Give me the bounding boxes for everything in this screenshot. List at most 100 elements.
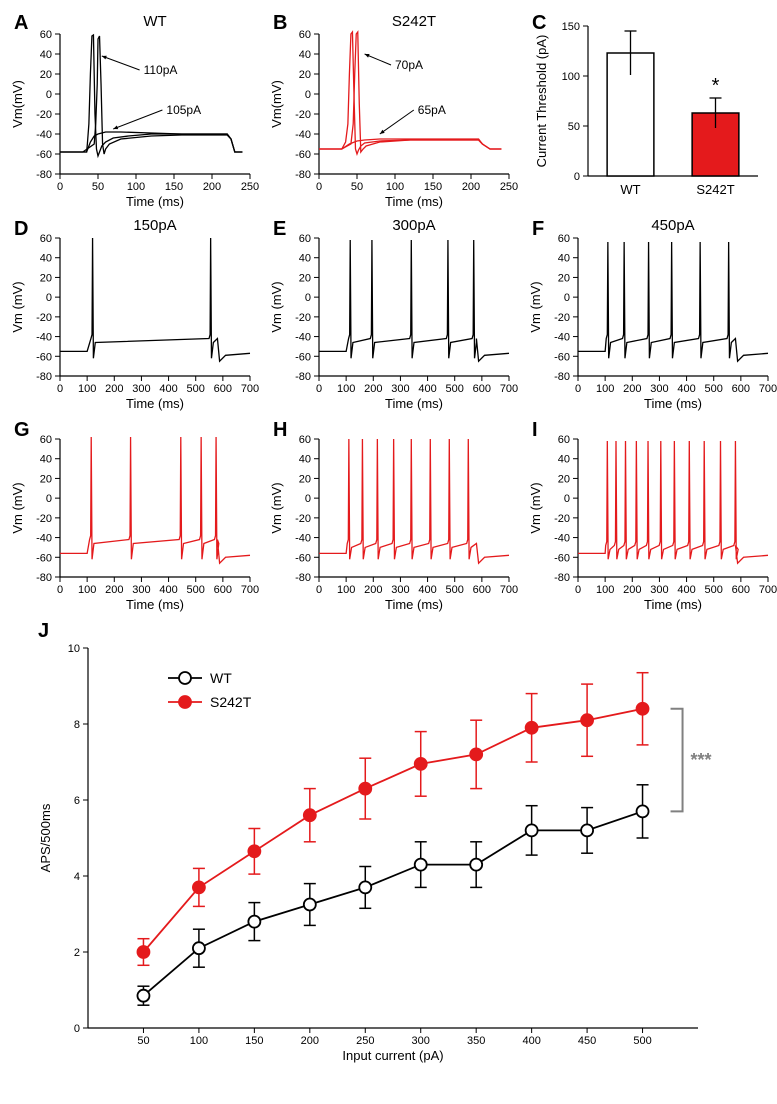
svg-text:-20: -20 [295,109,311,121]
svg-text:0: 0 [57,181,63,193]
svg-text:0: 0 [316,383,322,395]
panel-h-svg: 0100200300400500600700-80-60-40-20020406… [267,417,520,612]
svg-text:-40: -40 [36,129,52,141]
svg-text:-80: -80 [295,572,311,584]
svg-text:200: 200 [105,383,123,395]
svg-text:20: 20 [40,473,52,485]
svg-text:500: 500 [187,584,205,596]
panel-f: F 0100200300400500600700-80-60-40-200204… [526,216,777,411]
svg-text:Vm (mV): Vm (mV) [10,281,25,332]
svg-text:500: 500 [446,584,464,596]
svg-text:S242T: S242T [392,13,436,30]
svg-text:***: *** [691,750,712,770]
svg-text:200: 200 [364,383,382,395]
svg-text:Time (ms): Time (ms) [126,396,184,411]
svg-text:250: 250 [356,1035,374,1047]
svg-text:-20: -20 [554,312,570,324]
svg-text:500: 500 [705,383,723,395]
svg-text:0: 0 [74,1023,80,1035]
panel-j-svg: 501001502002503003504004505000246810Inpu… [8,618,769,1088]
svg-text:50: 50 [92,181,104,193]
svg-text:Time (ms): Time (ms) [644,396,702,411]
svg-text:105pA: 105pA [166,103,201,117]
svg-text:250: 250 [241,181,259,193]
svg-text:-60: -60 [295,149,311,161]
svg-text:-40: -40 [295,129,311,141]
svg-text:20: 20 [299,69,311,81]
svg-text:700: 700 [500,584,518,596]
svg-text:-80: -80 [36,371,52,383]
svg-text:0: 0 [305,89,311,101]
svg-text:100: 100 [337,383,355,395]
svg-text:300: 300 [650,584,668,596]
svg-text:350: 350 [467,1035,485,1047]
svg-text:-40: -40 [36,533,52,545]
panel-label-g: G [14,419,30,442]
panel-d: D 0100200300400500600700-80-60-40-200204… [8,216,261,411]
svg-text:-60: -60 [36,552,52,564]
svg-text:60: 60 [299,434,311,446]
svg-text:40: 40 [299,49,311,61]
row-4: J 501001502002503003504004505000246810In… [8,618,769,1088]
svg-text:100: 100 [127,181,145,193]
svg-text:Vm (mV): Vm (mV) [528,482,543,533]
svg-text:700: 700 [500,383,518,395]
svg-text:100: 100 [386,181,404,193]
svg-text:700: 700 [759,383,777,395]
svg-text:150: 150 [245,1035,263,1047]
svg-text:-80: -80 [295,371,311,383]
panel-a: A 050100150200250-80-60-40-200204060Time… [8,10,261,210]
svg-text:0: 0 [57,383,63,395]
svg-text:Input current (pA): Input current (pA) [342,1048,443,1063]
svg-text:0: 0 [46,493,52,505]
svg-text:600: 600 [214,383,232,395]
svg-text:60: 60 [40,29,52,41]
svg-text:200: 200 [105,584,123,596]
svg-text:200: 200 [364,584,382,596]
panel-h: H 0100200300400500600700-80-60-40-200204… [267,417,520,612]
svg-text:20: 20 [299,272,311,284]
svg-text:0: 0 [316,181,322,193]
svg-text:-20: -20 [554,513,570,525]
svg-text:300pA: 300pA [392,217,435,234]
panel-d-svg: 0100200300400500600700-80-60-40-20020406… [8,216,261,411]
svg-text:400: 400 [418,383,436,395]
svg-text:Time (ms): Time (ms) [385,597,443,612]
svg-text:100: 100 [596,584,614,596]
svg-text:150: 150 [562,21,580,33]
svg-text:400: 400 [522,1035,540,1047]
svg-text:Time (ms): Time (ms) [126,194,184,209]
svg-text:100: 100 [596,383,614,395]
svg-text:300: 300 [412,1035,430,1047]
svg-text:500: 500 [633,1035,651,1047]
svg-text:Time (ms): Time (ms) [126,597,184,612]
panel-i-svg: 0100200300400500600700-80-60-40-20020406… [526,417,777,612]
panel-g-svg: 0100200300400500600700-80-60-40-20020406… [8,417,261,612]
panel-label-i: I [532,419,538,442]
svg-text:60: 60 [299,29,311,41]
svg-text:500: 500 [187,383,205,395]
svg-text:150pA: 150pA [133,217,176,234]
svg-text:WT: WT [620,182,640,197]
panel-f-svg: 0100200300400500600700-80-60-40-20020406… [526,216,777,411]
svg-text:-80: -80 [295,169,311,181]
svg-text:20: 20 [40,69,52,81]
svg-text:-20: -20 [295,513,311,525]
svg-text:10: 10 [68,643,80,655]
svg-text:S242T: S242T [696,182,734,197]
panel-j: J 501001502002503003504004505000246810In… [8,618,769,1088]
svg-text:100: 100 [337,584,355,596]
panel-label-h: H [273,419,287,442]
svg-text:-20: -20 [36,312,52,324]
svg-text:-20: -20 [295,312,311,324]
svg-text:50: 50 [568,121,580,133]
panel-b-svg: 050100150200250-80-60-40-200204060Time (… [267,10,520,210]
svg-text:-60: -60 [295,351,311,363]
svg-text:200: 200 [301,1035,319,1047]
svg-text:-40: -40 [295,332,311,344]
svg-text:2: 2 [74,947,80,959]
svg-text:S242T: S242T [210,694,252,710]
panel-label-b: B [273,12,287,35]
svg-text:Vm (mV): Vm (mV) [10,482,25,533]
row-1: A 050100150200250-80-60-40-200204060Time… [8,10,769,210]
